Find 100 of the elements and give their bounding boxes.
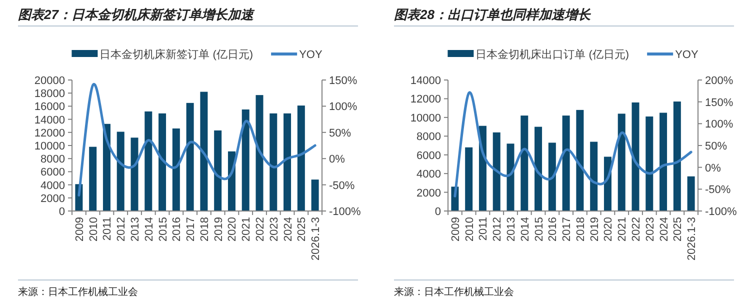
y2-tick-label: 0%: [705, 162, 722, 174]
y2-tick-label: 50%: [705, 140, 728, 152]
x-tick-label: 2025: [296, 217, 308, 242]
y2-tick-label: 150%: [329, 75, 358, 87]
y-tick-label: 8000: [40, 154, 65, 166]
bar: [660, 112, 668, 211]
y-tick-label: 2000: [416, 187, 441, 200]
x-tick-label: 2009: [74, 217, 86, 242]
bar: [562, 116, 570, 211]
bar: [242, 109, 250, 211]
x-tick-label: 2014: [143, 217, 156, 242]
y2-tick-label: -100%: [329, 206, 362, 218]
bar: [465, 147, 473, 211]
legend-label: 日本金切机床新签订单 (亿日元): [100, 48, 254, 61]
bar: [534, 126, 542, 211]
x-tick-label: 2024: [658, 217, 670, 242]
y2-tick-label: -50%: [329, 180, 355, 192]
y2-tick-label: 100%: [329, 101, 358, 114]
x-tick-label: 2010: [464, 217, 476, 242]
y2-tick-label: 200%: [705, 75, 734, 87]
bar: [646, 116, 654, 211]
bar: [116, 132, 124, 211]
bar: [144, 111, 152, 211]
x-tick-label: 2015: [157, 217, 170, 242]
x-tick-label: 2013: [130, 217, 142, 242]
bar: [214, 130, 222, 211]
bar: [548, 142, 556, 211]
y2-tick-label: -100%: [705, 206, 738, 218]
bar: [618, 114, 626, 211]
bar: [311, 180, 319, 211]
x-tick-label: 2011: [102, 217, 114, 241]
y-tick-label: 8000: [416, 131, 441, 144]
x-tick-label: 2018: [574, 217, 587, 242]
line-series: [454, 92, 692, 198]
y2-tick-label: 150%: [705, 96, 734, 109]
x-tick-label: 2016: [547, 217, 560, 242]
bar: [186, 102, 194, 211]
x-tick-label: 2023: [644, 217, 656, 242]
bar: [172, 128, 180, 211]
y-tick-label: 6000: [40, 166, 65, 179]
y-tick-label: 20000: [34, 75, 65, 87]
y-tick-label: 12000: [410, 94, 441, 106]
legend-label: YOY: [675, 49, 699, 61]
x-tick-label: 2026.1-3: [310, 217, 322, 260]
bar: [297, 106, 305, 211]
bar: [590, 142, 598, 211]
x-tick-label: 2017: [185, 217, 198, 242]
x-tick-label: 2019: [212, 217, 225, 242]
x-tick-label: 2019: [588, 217, 601, 242]
x-tick-label: 2024: [282, 217, 294, 242]
y-tick-label: 4000: [40, 180, 65, 192]
y2-tick-label: 50%: [329, 127, 352, 140]
bar: [632, 102, 640, 211]
bar: [270, 113, 278, 211]
chart-title: 图表28：出口订单也同样加速增长: [394, 7, 592, 22]
x-tick-label: 2012: [116, 217, 128, 242]
x-tick-label: 2016: [171, 217, 184, 242]
x-tick-label: 2010: [88, 217, 100, 242]
x-tick-label: 2022: [254, 217, 266, 242]
legend-label: 日本金切机床出口订单 (亿日元): [476, 48, 630, 61]
x-tick-label: 2012: [492, 217, 504, 242]
legend-label: YOY: [299, 49, 323, 61]
x-tick-label: 2009: [450, 217, 462, 242]
x-tick-label: 2022: [630, 217, 642, 242]
x-tick-label: 2026.1-3: [686, 217, 698, 260]
x-tick-label: 2014: [519, 217, 532, 242]
y-tick-label: 12000: [34, 127, 65, 140]
bar: [89, 146, 97, 211]
source-note: 来源：日本工作机械工业会: [18, 286, 138, 298]
bar: [200, 92, 208, 211]
x-tick-label: 2021: [240, 217, 253, 242]
y-tick-label: 18000: [34, 88, 65, 100]
x-tick-label: 2015: [533, 217, 546, 242]
y-tick-label: 14000: [410, 75, 441, 87]
chart-title: 图表27：日本金切机床新签订单增长加速: [18, 7, 256, 22]
bar: [284, 113, 292, 211]
x-tick-label: 2018: [198, 217, 211, 242]
x-tick-label: 2020: [226, 217, 239, 242]
y-tick-label: 16000: [34, 101, 65, 114]
y-tick-label: 0: [434, 206, 441, 218]
y2-tick-label: -50%: [705, 184, 731, 196]
y-tick-label: 4000: [416, 168, 441, 181]
y2-tick-label: 100%: [705, 118, 734, 131]
y-tick-label: 0: [58, 206, 65, 218]
bar: [520, 116, 528, 211]
x-tick-label: 2025: [672, 217, 684, 242]
bar: [256, 95, 264, 211]
line-series: [78, 83, 316, 197]
bar: [158, 113, 166, 211]
x-tick-label: 2013: [506, 217, 518, 242]
x-tick-label: 2021: [616, 217, 629, 242]
bar: [102, 124, 110, 211]
y-tick-label: 10000: [34, 140, 65, 152]
x-tick-label: 2023: [268, 217, 280, 242]
y-tick-label: 10000: [410, 112, 441, 124]
bar: [130, 138, 138, 211]
y-tick-label: 14000: [34, 114, 65, 126]
bar: [687, 176, 695, 211]
y-tick-label: 2000: [40, 192, 65, 205]
y2-tick-label: 0%: [329, 154, 346, 166]
